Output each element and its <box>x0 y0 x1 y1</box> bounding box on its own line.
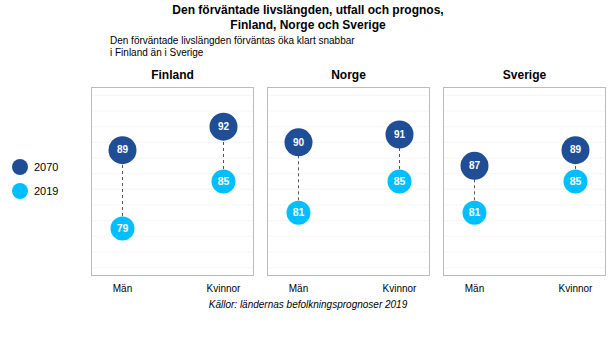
svg-text:Finland: Finland <box>151 68 194 82</box>
svg-text:Kvinnor: Kvinnor <box>383 283 418 294</box>
svg-text:Män: Män <box>289 283 308 294</box>
svg-text:Sverige: Sverige <box>503 68 547 82</box>
svg-text:Kvinnor: Kvinnor <box>559 283 594 294</box>
svg-text:81: 81 <box>293 206 305 218</box>
svg-text:90: 90 <box>293 137 305 148</box>
html-text:Källor: ländernas befolkningsp: Källor: ländernas befolkningsprognoser 2… <box>208 299 408 310</box>
svg-text:Män: Män <box>113 283 132 294</box>
svg-text:79: 79 <box>117 222 129 234</box>
svg-text:89: 89 <box>570 144 582 155</box>
html-text:Den förväntade livslängden, ut: Den förväntade livslängden, utfall och p… <box>172 3 444 32</box>
html-text:Den förväntade livslängden för: Den förväntade livslängden förväntas öka… <box>110 35 355 58</box>
svg-text:85: 85 <box>570 175 582 187</box>
svg-text:81: 81 <box>469 206 481 218</box>
svg-text:Män: Män <box>465 283 484 294</box>
svg-text:92: 92 <box>218 121 230 132</box>
svg-text:85: 85 <box>218 175 230 187</box>
svg-text:85: 85 <box>394 175 406 187</box>
html-text:2070: 2070 <box>34 161 59 173</box>
svg-text:87: 87 <box>469 160 481 171</box>
svg-text:91: 91 <box>394 129 406 140</box>
svg-text:Kvinnor: Kvinnor <box>207 283 242 294</box>
svg-text:Norge: Norge <box>331 68 366 82</box>
svg-text:89: 89 <box>117 144 129 155</box>
html-text:2019: 2019 <box>34 185 59 197</box>
